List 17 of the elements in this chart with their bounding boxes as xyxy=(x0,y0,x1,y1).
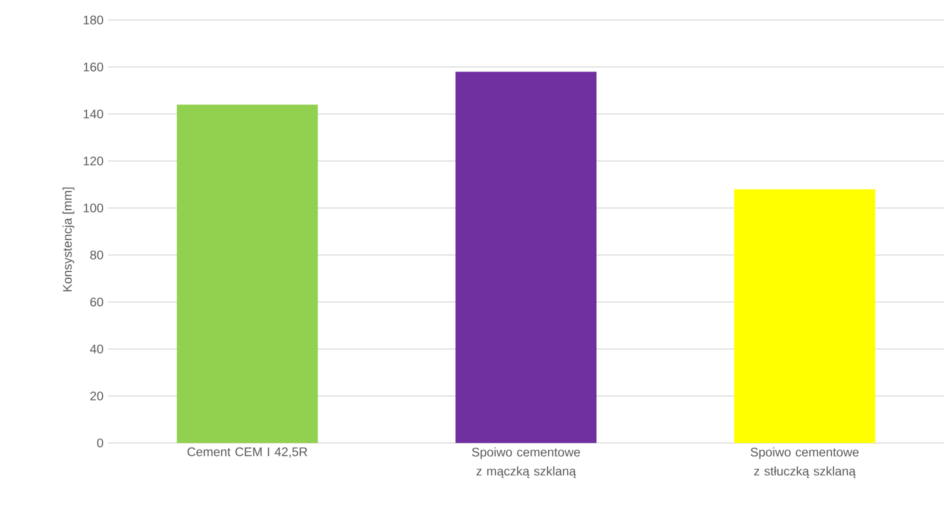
x-tick-label: Spoiwo cementowe z stłuczką szklaną xyxy=(750,447,859,478)
x-tick-label: Spoiwo cementowe z mączką szklaną xyxy=(472,447,580,478)
y-tick-label: 100 xyxy=(84,204,104,212)
y-tick-label: 180 xyxy=(84,16,104,24)
y-tick-label: 60 xyxy=(90,298,104,306)
y-tick-label: 140 xyxy=(84,110,104,118)
bar xyxy=(734,189,876,443)
x-tick-label: Cement CEM I 42,5R xyxy=(188,447,308,458)
y-tick-label: 120 xyxy=(84,156,104,166)
y-axis-title: Konsystencja [mm] xyxy=(62,188,74,292)
y-tick-label: 20 xyxy=(90,392,104,400)
y-tick-label: 160 xyxy=(84,62,104,72)
bar xyxy=(176,104,318,443)
y-tick-label: 40 xyxy=(90,344,104,354)
bar xyxy=(456,72,597,443)
y-tick-label: 0 xyxy=(97,438,104,448)
y-tick-label: 80 xyxy=(90,250,104,260)
